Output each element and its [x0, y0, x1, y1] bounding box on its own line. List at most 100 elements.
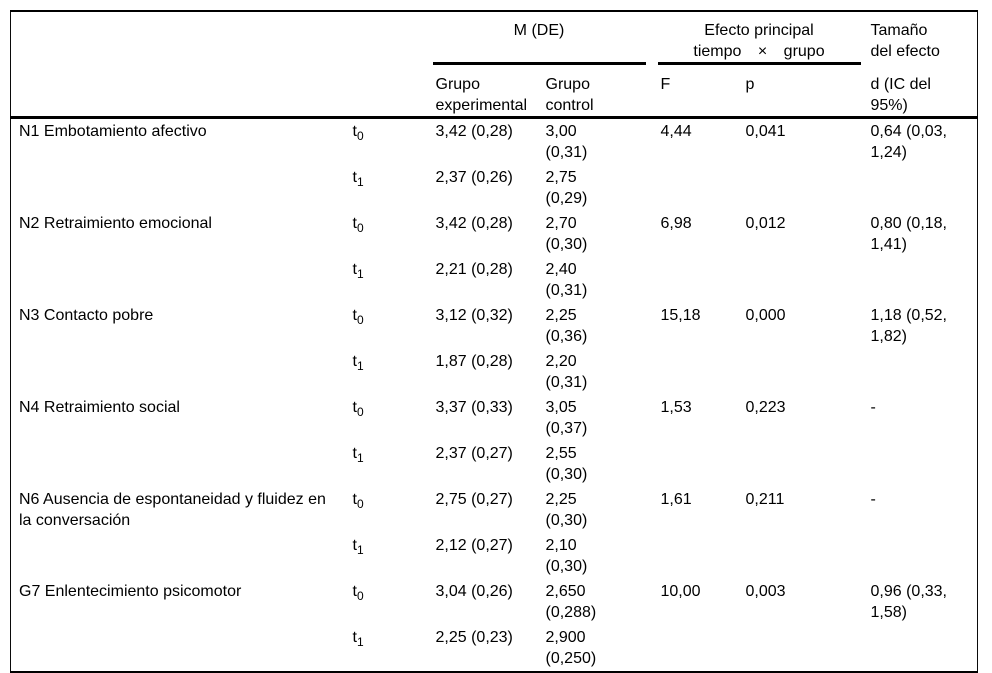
effect-size-cell: 0,96 (0,33, 1,58)	[870, 583, 948, 621]
header-tamano-cell: Tamaño del efecto	[868, 11, 978, 65]
control-value-cell: 3,00 (0,31)	[545, 123, 588, 161]
time-cell-t1: t1	[352, 169, 364, 190]
control-value-cell: 2,25 (0,36)	[545, 307, 588, 345]
col-header-d-ic: d (IC del 95%)	[867, 65, 978, 119]
header-m-de: M (DE)	[432, 12, 646, 65]
time-subscript: 1	[356, 451, 364, 466]
time-cell-t1: t1	[352, 629, 364, 650]
control-value-cell: 2,70 (0,30)	[545, 215, 588, 253]
header-efecto-line2: tiempo × grupo	[693, 43, 825, 60]
time-subscript: 0	[356, 129, 364, 144]
results-table: M (DE) Efecto principal tiempo × grupo T…	[10, 10, 978, 673]
f-value-cell: 1,53	[660, 399, 692, 416]
control-value-cell: 2,40 (0,31)	[545, 261, 588, 299]
effect-size-cell: -	[870, 399, 876, 416]
exp-value-cell: 3,12 (0,32)	[435, 307, 513, 324]
row-label-cell: G7 Enlentecimiento psicomotor	[19, 583, 242, 600]
f-value-cell: 6,98	[660, 215, 692, 232]
p-value-cell: 0,041	[745, 123, 786, 140]
effect-size-cell: 0,80 (0,18, 1,41)	[870, 215, 948, 253]
time-cell-t0: t0	[352, 491, 364, 512]
header-empty-cell-2	[10, 65, 433, 119]
header-row-spans: M (DE) Efecto principal tiempo × grupo T…	[11, 11, 978, 65]
time-cell-t0: t0	[352, 215, 364, 236]
row-label-cell: N4 Retraimiento social	[19, 399, 180, 416]
time-subscript: 0	[356, 589, 364, 604]
time-cell-t1: t1	[352, 353, 364, 374]
p-value-cell: 0,003	[745, 583, 786, 600]
table-row: N6 Ausencia de espontaneidad y fluidez e…	[11, 487, 978, 533]
header-empty-cell	[11, 11, 433, 65]
control-value-cell: 2,900 (0,250)	[545, 629, 597, 667]
table-row: t1 2,37 (0,26) 2,75 (0,29)	[11, 165, 978, 211]
header-tamano-efecto: Tamaño del efecto	[870, 22, 940, 60]
f-value-cell: 1,61	[660, 491, 692, 508]
control-value-cell: 3,05 (0,37)	[545, 399, 588, 437]
row-label-cell: N2 Retraimiento emocional	[19, 215, 212, 232]
table-row: t1 1,87 (0,28) 2,20 (0,31)	[11, 349, 978, 395]
exp-value-cell: 3,04 (0,26)	[435, 583, 513, 600]
table-row: G7 Enlentecimiento psicomotor t0 3,04 (0…	[11, 579, 978, 625]
control-value-cell: 2,75 (0,29)	[545, 169, 588, 207]
f-value-cell: 15,18	[660, 307, 701, 324]
table-row: N1 Embotamiento afectivo t0 3,42 (0,28) …	[11, 118, 978, 166]
time-cell-t0: t0	[352, 307, 364, 328]
header-efecto-line1: Efecto principal	[704, 22, 814, 39]
time-subscript: 1	[356, 359, 364, 374]
p-value-cell: 0,223	[745, 399, 786, 416]
time-cell-t1: t1	[352, 537, 364, 558]
time-cell-t1: t1	[352, 261, 364, 282]
control-value-cell: 2,10 (0,30)	[545, 537, 588, 575]
exp-value-cell: 3,42 (0,28)	[435, 123, 513, 140]
exp-value-cell: 2,37 (0,27)	[435, 445, 513, 462]
time-subscript: 0	[356, 313, 364, 328]
table-row: N3 Contacto pobre t0 3,12 (0,32) 2,25 (0…	[11, 303, 978, 349]
exp-value-cell: 2,25 (0,23)	[435, 629, 513, 646]
exp-value-cell: 2,37 (0,26)	[435, 169, 513, 186]
exp-value-cell: 2,75 (0,27)	[435, 491, 513, 508]
results-table-container: M (DE) Efecto principal tiempo × grupo T…	[10, 10, 978, 673]
control-value-cell: 2,55 (0,30)	[545, 445, 588, 483]
time-subscript: 1	[356, 635, 364, 650]
control-value-cell: 2,25 (0,30)	[545, 491, 588, 529]
table-row: N2 Retraimiento emocional t0 3,42 (0,28)…	[11, 211, 978, 257]
time-cell-t0: t0	[352, 123, 364, 144]
table-row: t1 2,21 (0,28) 2,40 (0,31)	[11, 257, 978, 303]
effect-size-cell: -	[870, 491, 876, 508]
time-subscript: 1	[356, 543, 364, 558]
f-value-cell: 10,00	[660, 583, 701, 600]
p-value-cell: 0,012	[745, 215, 786, 232]
header-efecto-cell: Efecto principal tiempo × grupo	[657, 11, 868, 65]
row-label-cell: N6 Ausencia de espontaneidad y fluidez e…	[19, 491, 326, 529]
exp-value-cell: 3,37 (0,33)	[435, 399, 513, 416]
col-header-f: F	[657, 65, 743, 119]
f-value-cell: 4,44	[660, 123, 692, 140]
table-row: N4 Retraimiento social t0 3,37 (0,33) 3,…	[11, 395, 978, 441]
row-label-cell: N3 Contacto pobre	[19, 307, 154, 324]
time-subscript: 0	[356, 497, 364, 512]
time-subscript: 0	[356, 221, 364, 236]
exp-value-cell: 1,87 (0,28)	[435, 353, 513, 370]
col-header-grupo-experimental: Grupo experimental	[432, 65, 543, 119]
header-m-de-cell: M (DE)	[432, 11, 658, 65]
control-value-cell: 2,650 (0,288)	[545, 583, 597, 621]
p-value-cell: 0,000	[745, 307, 786, 324]
header-row-columns: Grupo experimental Grupo control F p d (…	[10, 65, 978, 119]
control-value-cell: 2,20 (0,31)	[545, 353, 588, 391]
header-efecto-principal: Efecto principal tiempo × grupo	[657, 12, 861, 65]
time-cell-t0: t0	[352, 583, 364, 604]
table-row: t1 2,25 (0,23) 2,900 (0,250)	[11, 625, 978, 672]
exp-value-cell: 3,42 (0,28)	[435, 215, 513, 232]
time-subscript: 0	[356, 405, 364, 420]
table-row: t1 2,37 (0,27) 2,55 (0,30)	[11, 441, 978, 487]
time-subscript: 1	[356, 175, 364, 190]
col-header-grupo-control: Grupo control	[542, 65, 658, 119]
col-header-p: p	[742, 65, 868, 119]
exp-value-cell: 2,21 (0,28)	[435, 261, 513, 278]
effect-size-cell: 1,18 (0,52, 1,82)	[870, 307, 948, 345]
time-cell-t0: t0	[352, 399, 364, 420]
exp-value-cell: 2,12 (0,27)	[435, 537, 513, 554]
row-label-cell: N1 Embotamiento afectivo	[19, 123, 207, 140]
time-cell-t1: t1	[352, 445, 364, 466]
p-value-cell: 0,211	[745, 491, 785, 508]
